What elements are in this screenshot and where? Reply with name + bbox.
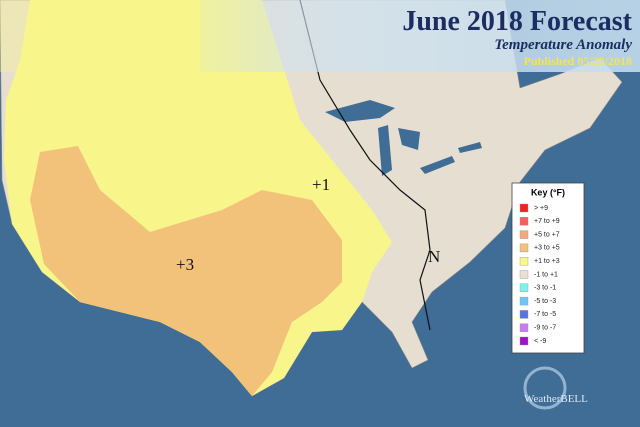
key-swatch <box>519 296 529 306</box>
key-swatch <box>519 217 529 226</box>
banner-left <box>0 0 200 72</box>
logo-text: WeatherBELL <box>524 393 588 405</box>
key: Key (°F) > +9 +7 to +9 +5 to +7 +3 to +5 +1 … <box>511 182 585 354</box>
key-swatch <box>519 336 529 346</box>
logo: WeatherBELL <box>523 366 588 410</box>
key-label: -5 to -3 <box>534 298 556 305</box>
key-label: +3 to +5 <box>534 245 560 252</box>
key-label: +5 to +7 <box>534 231 560 238</box>
key-swatch <box>519 310 529 319</box>
region-label: +3 <box>176 255 194 274</box>
key-swatch <box>519 323 529 332</box>
anomaly-plus3-5 <box>30 146 342 396</box>
lake-ontario <box>458 142 482 153</box>
key-label: -7 to -5 <box>534 311 556 318</box>
published-date: Published 05/29/2018 <box>524 54 632 68</box>
title-banner <box>200 0 640 72</box>
key-title: Key (°F) <box>531 187 565 197</box>
key-swatch <box>519 203 529 213</box>
key-swatch <box>519 243 529 253</box>
lake-michigan <box>378 125 392 176</box>
logo-swirl <box>523 366 567 410</box>
lake-erie <box>420 156 455 174</box>
key-swatch <box>519 230 529 239</box>
key-label: -3 to -1 <box>534 285 556 292</box>
region-label: +1 <box>312 175 330 194</box>
lake-huron <box>398 128 420 150</box>
key-label: < -9 <box>534 338 546 345</box>
key-label: +1 to +3 <box>534 258 560 265</box>
region-divider <box>299 0 431 331</box>
key-swatch <box>519 270 529 279</box>
region-label: N <box>428 247 440 266</box>
key-swatch <box>519 257 529 266</box>
subtitle: Temperature Anomaly <box>494 37 632 53</box>
key-label: > +9 <box>534 205 548 212</box>
key-swatch <box>519 283 529 292</box>
key-label: +7 to +9 <box>534 218 560 225</box>
key-label: -1 to +1 <box>534 271 558 278</box>
title: June 2018 Forecast <box>402 6 632 37</box>
key-label: -9 to -7 <box>534 325 556 332</box>
